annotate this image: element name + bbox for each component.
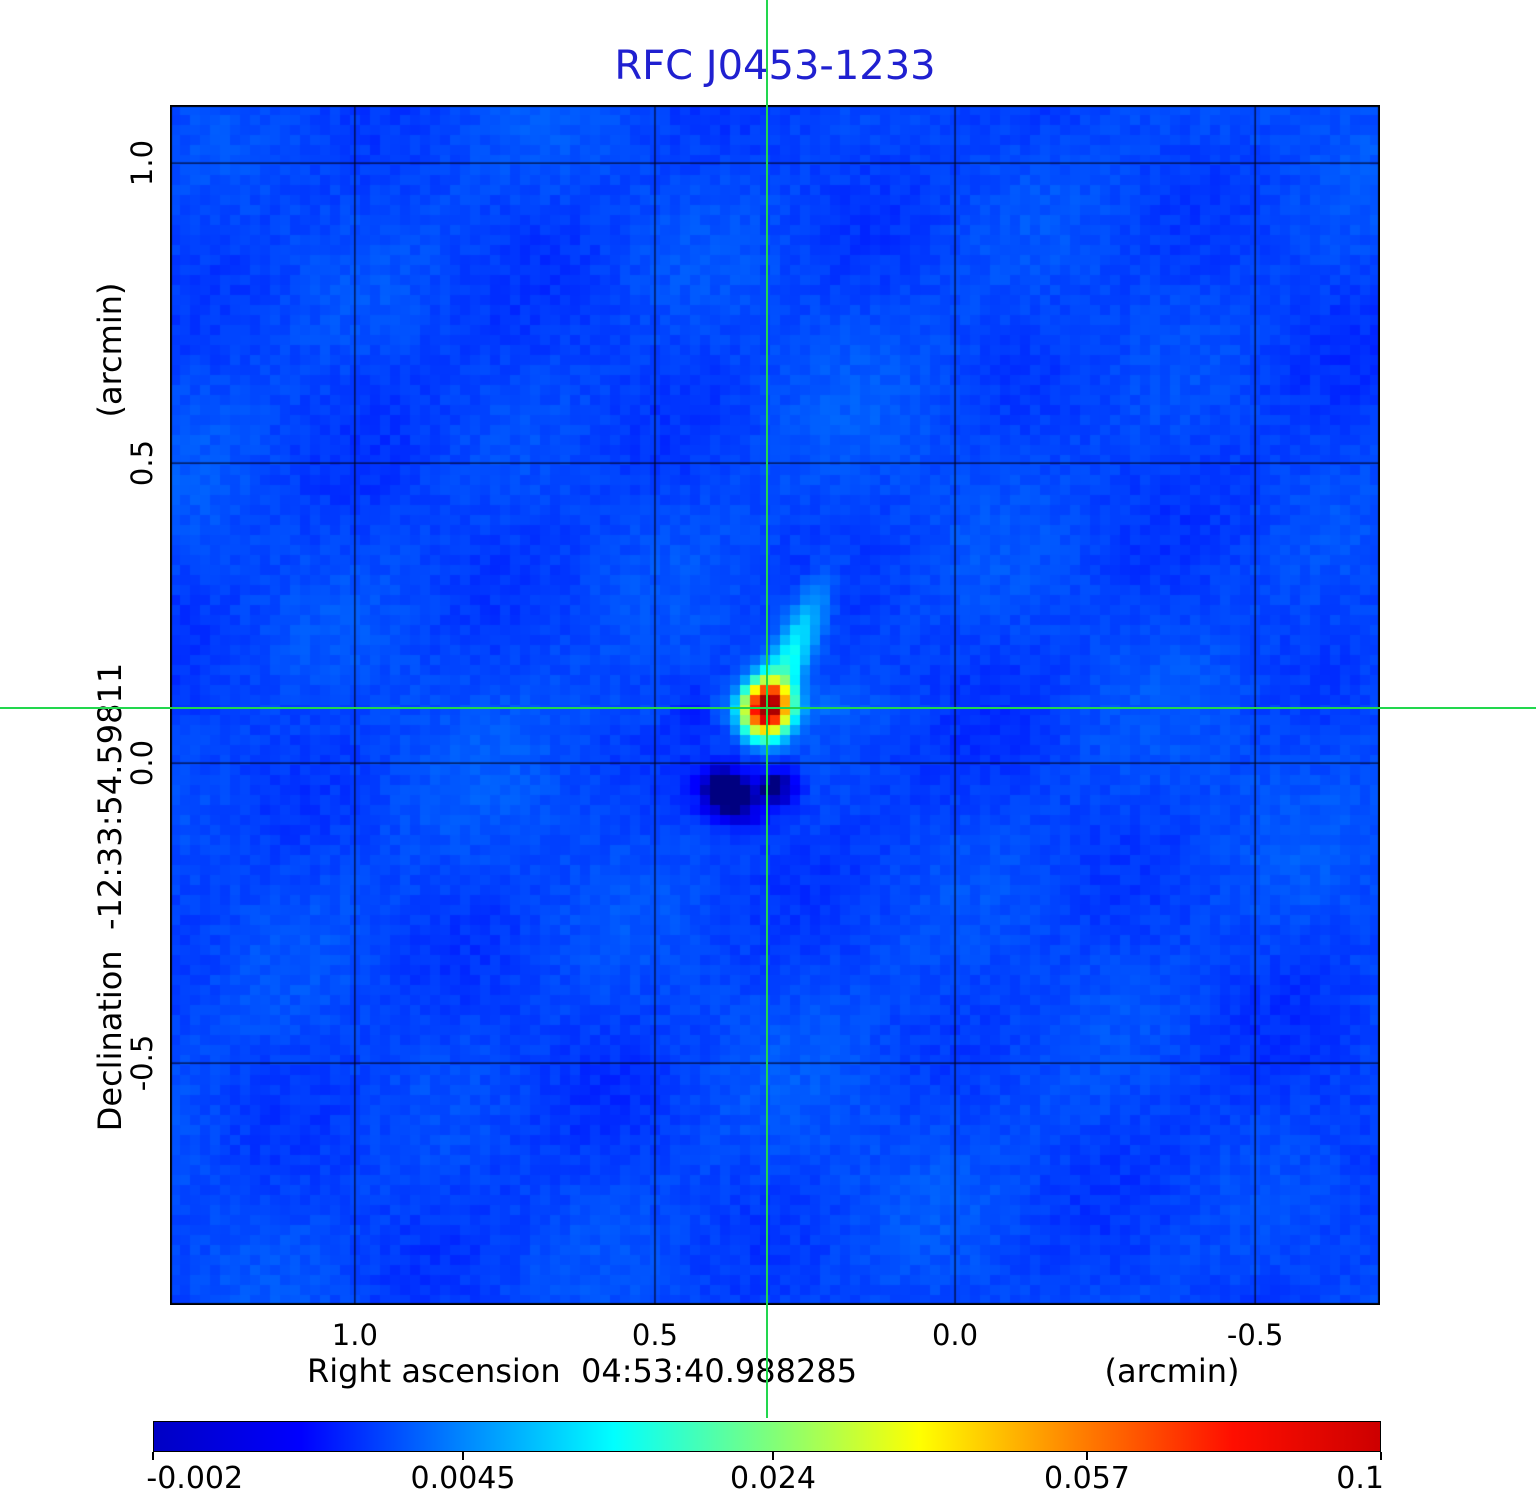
colorbar-tick-label: -0.002	[146, 1461, 244, 1496]
x-tick-label: 1.0	[331, 1318, 378, 1352]
sky-map-canvas	[170, 105, 1380, 1305]
colorbar-tick-label: 0.1	[1336, 1461, 1384, 1496]
x-axis-label: Right ascension 04:53:40.988285	[306, 1352, 858, 1390]
colorbar-tick-label: 0.057	[1043, 1461, 1130, 1496]
y-tick-label: 0.0	[125, 740, 159, 787]
y-tick-label: 0.5	[125, 440, 159, 487]
y-tick-label: -0.5	[125, 1034, 159, 1092]
plot-title: RFC J0453-1233	[614, 43, 936, 89]
crosshair-horizontal-line	[0, 706, 1536, 710]
colorbar-tick	[772, 1452, 774, 1460]
colorbar-tick	[1380, 1452, 1382, 1460]
colorbar-tick-label: 0.024	[730, 1461, 816, 1496]
y-tick-label: 1.0	[125, 140, 159, 187]
colorbar-tick-label: 0.0045	[410, 1461, 516, 1496]
x-axis-unit-label: (arcmin)	[1104, 1352, 1240, 1390]
x-tick-label: 0.5	[631, 1318, 679, 1352]
x-tick-label: 0.0	[931, 1318, 979, 1352]
colorbar-tick	[152, 1452, 154, 1460]
y-axis-unit-label: (arcmin)	[91, 282, 129, 418]
x-tick-label: -0.5	[1226, 1318, 1284, 1352]
sky-map	[170, 105, 1380, 1305]
y-axis-label: Declination -12:33:54.59811	[91, 662, 129, 1132]
colorbar-tick	[1086, 1452, 1088, 1460]
colorbar-gradient	[153, 1421, 1381, 1452]
colorbar-tick	[462, 1452, 464, 1460]
